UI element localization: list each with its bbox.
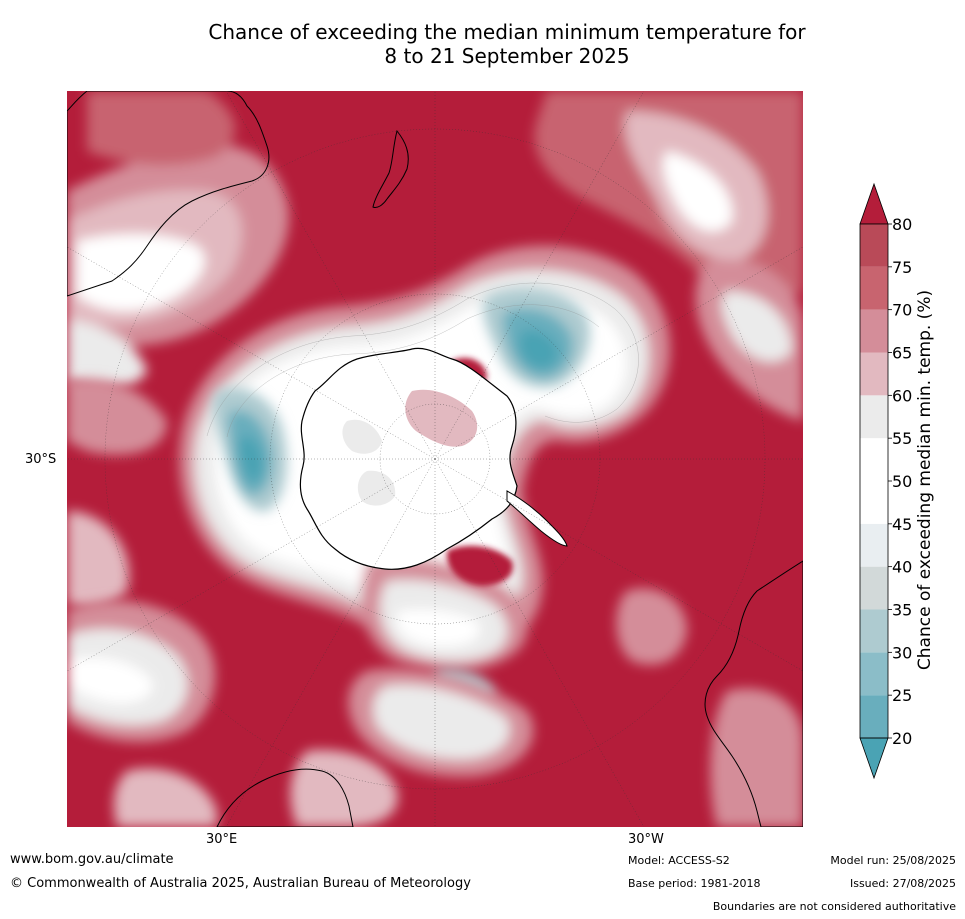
colorbar-tick-label: 45 xyxy=(892,515,912,534)
disclaimer-text: Boundaries are not considered authoritat… xyxy=(712,900,956,913)
colorbar-under-arrow xyxy=(859,737,889,780)
colorbar-band xyxy=(860,352,888,396)
south-america-coastline xyxy=(704,560,803,827)
colorbar-over-arrow xyxy=(859,182,889,225)
colorbar-tick-label: 30 xyxy=(892,643,912,662)
colorbar-tick-label: 70 xyxy=(892,301,912,320)
colorbar-band xyxy=(860,609,888,653)
polar-map xyxy=(67,91,803,827)
colorbar-svg: 20 25 30 35 40 45 50 55 60 65 70 75 80 xyxy=(859,182,912,780)
title-line-1: Chance of exceeding the median minimum t… xyxy=(208,20,806,44)
colorbar-tick-label: 55 xyxy=(892,429,912,448)
colorbar-band xyxy=(860,438,888,481)
model-text: Model: ACCESS-S2 xyxy=(628,854,730,867)
colorbar-band xyxy=(860,224,888,267)
colorbar-tick-label: 50 xyxy=(892,472,912,491)
australia-coastline xyxy=(67,91,270,297)
colorbar-tick-label: 60 xyxy=(892,386,912,405)
longitude-label-30w: 30°W xyxy=(628,832,664,847)
base-period-text: Base period: 1981-2018 xyxy=(628,877,761,890)
colorbar-band xyxy=(860,266,888,310)
indian-ocean-pattern xyxy=(67,378,167,608)
website-link[interactable]: www.bom.gov.au/climate xyxy=(10,852,174,867)
colorbar-tick-label: 35 xyxy=(892,601,912,620)
colorbar-band xyxy=(860,566,888,610)
colorbar: 20 25 30 35 40 45 50 55 60 65 70 75 80 xyxy=(855,180,965,790)
copyright-text: © Commonwealth of Australia 2025, Austra… xyxy=(10,876,471,891)
colorbar-band xyxy=(860,652,888,696)
antarctic-peninsula xyxy=(506,490,568,547)
issued-text: Issued: 27/08/2025 xyxy=(849,877,956,890)
colorbar-band xyxy=(860,523,888,567)
map-canvas xyxy=(67,91,803,827)
colorbar-band xyxy=(860,309,888,353)
colorbar-tick-label: 75 xyxy=(892,258,912,277)
colorbar-tick-label: 25 xyxy=(892,686,912,705)
map-title: Chance of exceeding the median minimum t… xyxy=(0,20,965,68)
low-chance-blue-patches xyxy=(212,287,591,708)
antarctica-landmass xyxy=(299,347,518,570)
pacific-upper-pattern xyxy=(534,91,803,421)
colorbar-band xyxy=(860,481,888,524)
colorbar-tick-label: 80 xyxy=(892,215,912,234)
colorbar-tick-label: 40 xyxy=(892,558,912,577)
colorbar-tick-label: 65 xyxy=(892,344,912,363)
new-zealand-outline xyxy=(372,129,409,208)
colorbar-tick-label: 20 xyxy=(892,729,912,748)
longitude-label-30e: 30°E xyxy=(206,832,238,847)
model-run-text: Model run: 25/08/2025 xyxy=(830,854,956,867)
latitude-label-30s: 30°S xyxy=(25,452,57,467)
title-line-2: 8 to 21 September 2025 xyxy=(384,44,630,68)
colorbar-label: Chance of exceeding median min. temp. (%… xyxy=(915,289,935,671)
colorbar-band xyxy=(860,395,888,439)
southern-ocean-lower-pattern xyxy=(67,588,803,827)
australia-region-pattern xyxy=(67,91,289,388)
africa-coastline xyxy=(216,768,354,827)
graticule xyxy=(67,91,803,827)
colorbar-band xyxy=(860,695,888,738)
